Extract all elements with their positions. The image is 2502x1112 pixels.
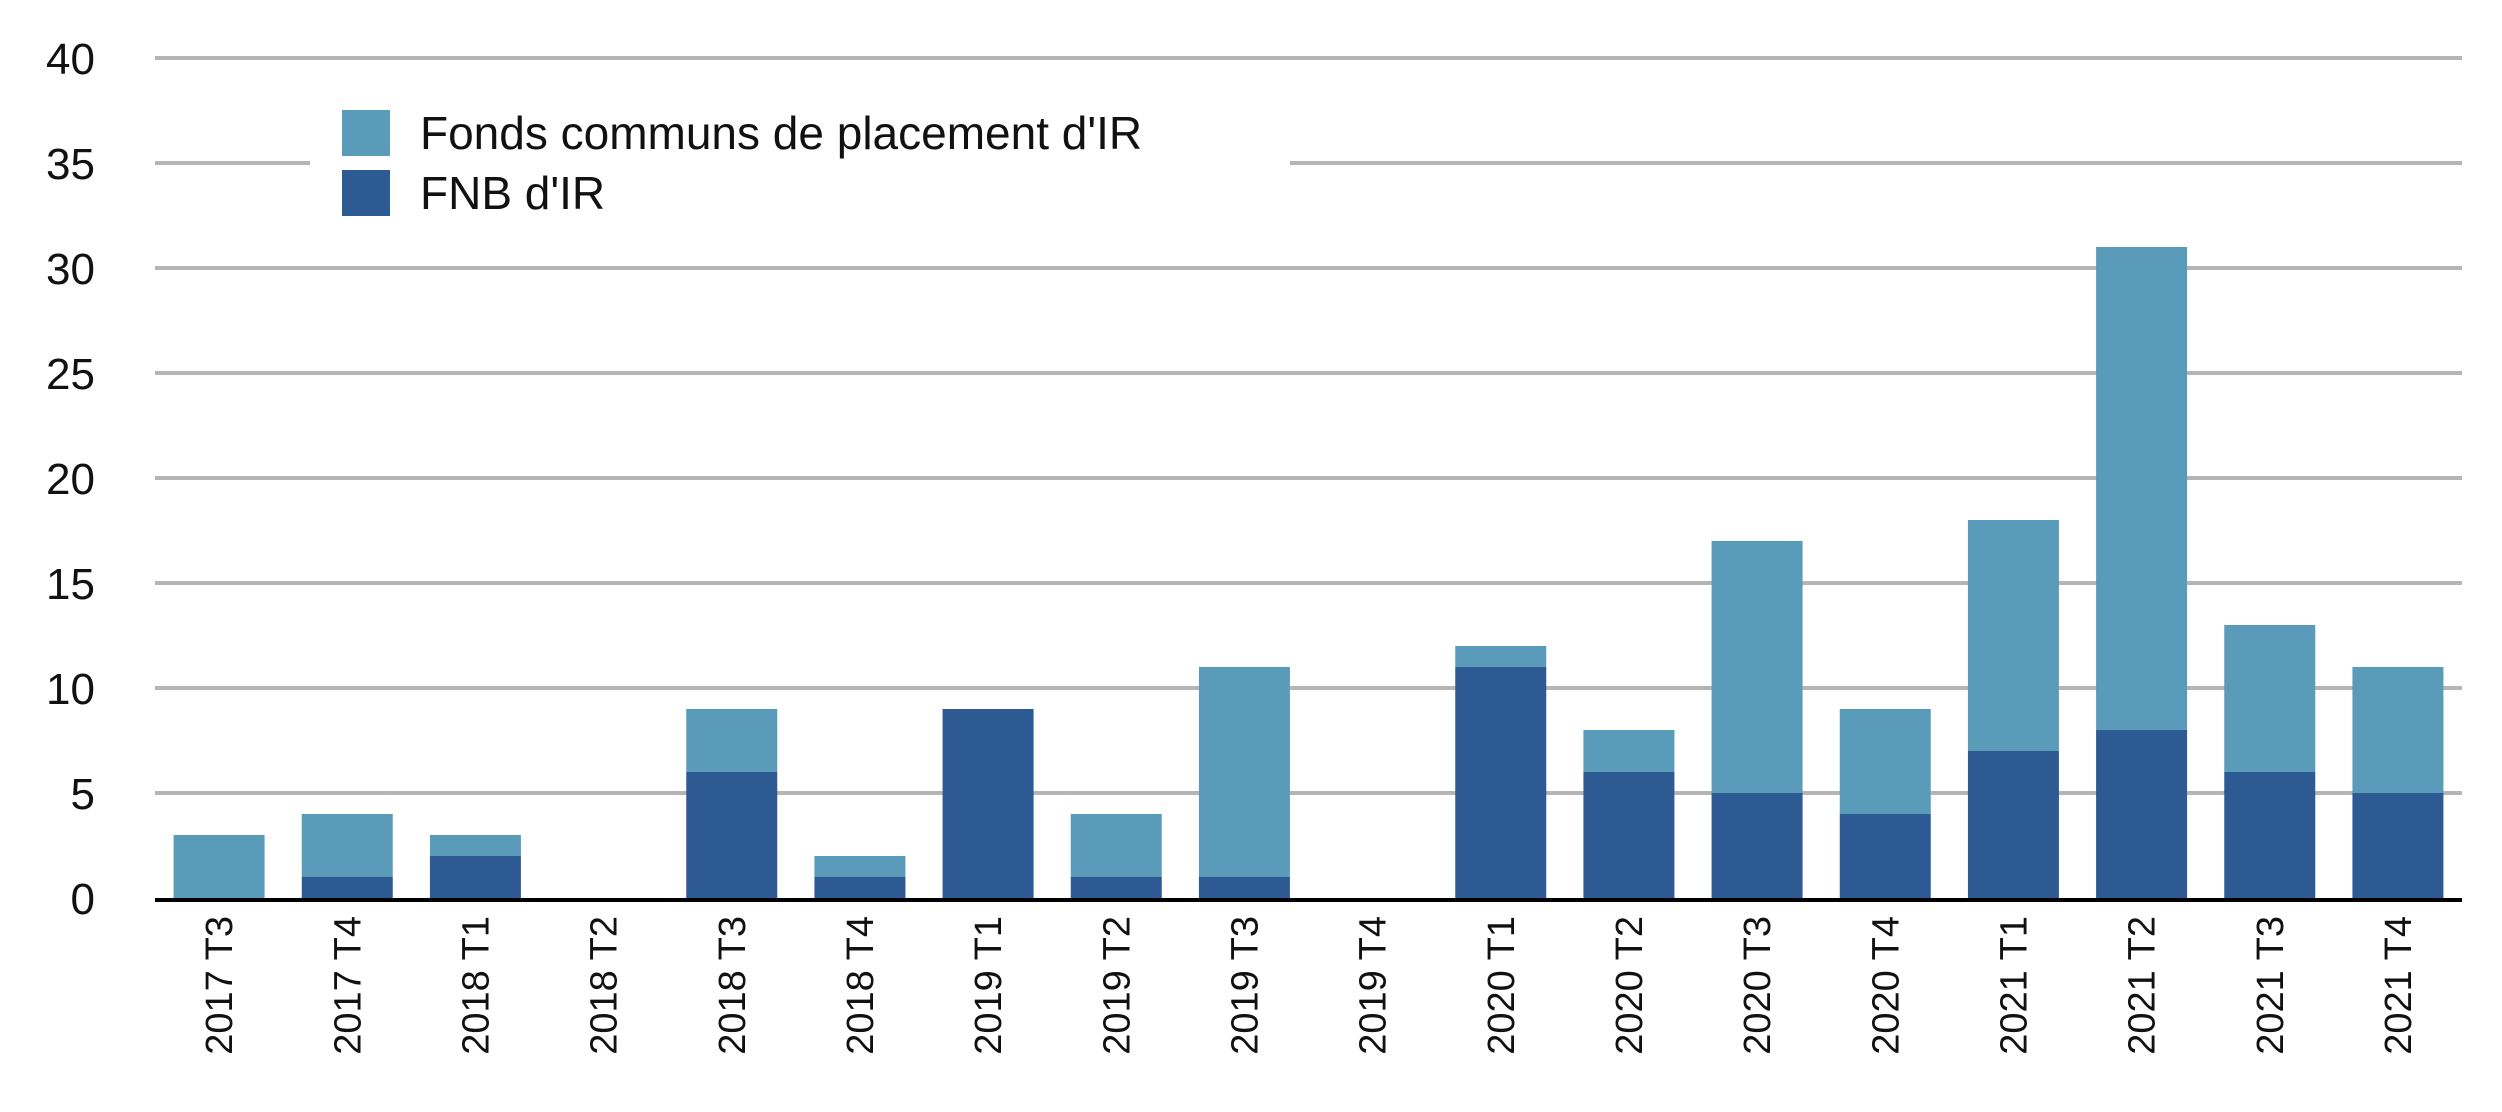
x-tick-label: 2019 T1	[968, 916, 1010, 1055]
x-tick-label: 2019 T3	[1224, 916, 1266, 1055]
legend-label: FNB d'IR	[420, 167, 605, 219]
y-tick-label: 35	[46, 140, 95, 189]
x-tick-label: 2017 T3	[199, 916, 241, 1055]
bar-segment-series-0-category-7	[1070, 877, 1162, 898]
bar-segment-series-1-category-15	[2096, 247, 2188, 730]
x-tick-label: 2020 T2	[1609, 916, 1651, 1055]
bar-segment-series-0-category-6	[942, 709, 1034, 898]
legend-label: Fonds communs de placement d'IR	[420, 107, 1142, 159]
x-tick-label: 2021 T3	[2250, 916, 2292, 1055]
bar-segment-series-1-category-2	[429, 835, 521, 856]
bar-segment-series-0-category-15	[2096, 730, 2188, 898]
legend: Fonds communs de placement d'IR FNB d'IR	[310, 100, 1290, 230]
bar-segment-series-1-category-0	[173, 835, 265, 898]
y-axis-tick-labels: 0 5 10 15 20 25 30 35 40	[46, 35, 95, 924]
bar-segment-series-1-category-4	[686, 709, 778, 772]
bars	[173, 247, 2444, 898]
x-tick-label: 2018 T4	[840, 916, 882, 1055]
y-tick-label: 15	[46, 560, 95, 609]
y-tick-label: 10	[46, 665, 95, 714]
x-tick-label: 2019 T4	[1353, 916, 1395, 1055]
x-tick-label: 2020 T4	[1865, 916, 1907, 1055]
x-tick-label: 2018 T1	[455, 916, 497, 1055]
x-tick-label: 2020 T3	[1737, 916, 1779, 1055]
y-tick-label: 20	[46, 455, 95, 504]
bar-segment-series-1-category-1	[301, 814, 393, 877]
bar-segment-series-0-category-16	[2224, 772, 2316, 898]
x-tick-label: 2019 T2	[1096, 916, 1138, 1055]
bar-segment-series-0-category-11	[1583, 772, 1675, 898]
bar-segment-series-1-category-10	[1455, 646, 1547, 667]
x-axis-tick-labels: 2017 T3 2017 T4 2018 T1 2018 T2 2018 T3 2018 …	[199, 916, 2420, 1055]
bar-segment-series-1-category-12	[1711, 541, 1803, 793]
bar-segment-series-0-category-5	[814, 877, 906, 898]
y-tick-label: 0	[71, 875, 95, 924]
bar-segment-series-0-category-10	[1455, 667, 1547, 898]
legend-background	[310, 100, 1290, 230]
x-tick-label: 2018 T3	[712, 916, 754, 1055]
bar-segment-series-1-category-14	[1967, 520, 2059, 751]
bar-segment-series-1-category-16	[2224, 625, 2316, 772]
bar-segment-series-0-category-14	[1967, 751, 2059, 898]
x-tick-label: 2021 T1	[1993, 916, 2035, 1055]
bar-segment-series-1-category-5	[814, 856, 906, 877]
bar-segment-series-0-category-17	[2352, 793, 2444, 898]
bar-segment-series-0-category-13	[1839, 814, 1931, 898]
legend-swatch	[342, 110, 390, 156]
bar-segment-series-1-category-7	[1070, 814, 1162, 877]
x-tick-label: 2018 T2	[584, 916, 626, 1055]
x-tick-label: 2021 T4	[2378, 916, 2420, 1055]
y-tick-label: 40	[46, 35, 95, 84]
y-tick-label: 30	[46, 245, 95, 294]
y-tick-label: 5	[71, 770, 95, 819]
bar-segment-series-1-category-8	[1198, 667, 1290, 877]
legend-swatch	[342, 170, 390, 216]
bar-segment-series-0-category-1	[301, 877, 393, 898]
bar-segment-series-1-category-17	[2352, 667, 2444, 793]
bar-segment-series-0-category-2	[429, 856, 521, 898]
x-tick-label: 2017 T4	[327, 916, 369, 1055]
x-tick-label: 2021 T2	[2122, 916, 2164, 1055]
y-tick-label: 25	[46, 350, 95, 399]
bar-segment-series-0-category-4	[686, 772, 778, 898]
bar-segment-series-0-category-12	[1711, 793, 1803, 898]
bar-segment-series-1-category-13	[1839, 709, 1931, 814]
bar-segment-series-0-category-8	[1198, 877, 1290, 898]
bar-segment-series-1-category-11	[1583, 730, 1675, 772]
x-tick-label: 2020 T1	[1481, 916, 1523, 1055]
